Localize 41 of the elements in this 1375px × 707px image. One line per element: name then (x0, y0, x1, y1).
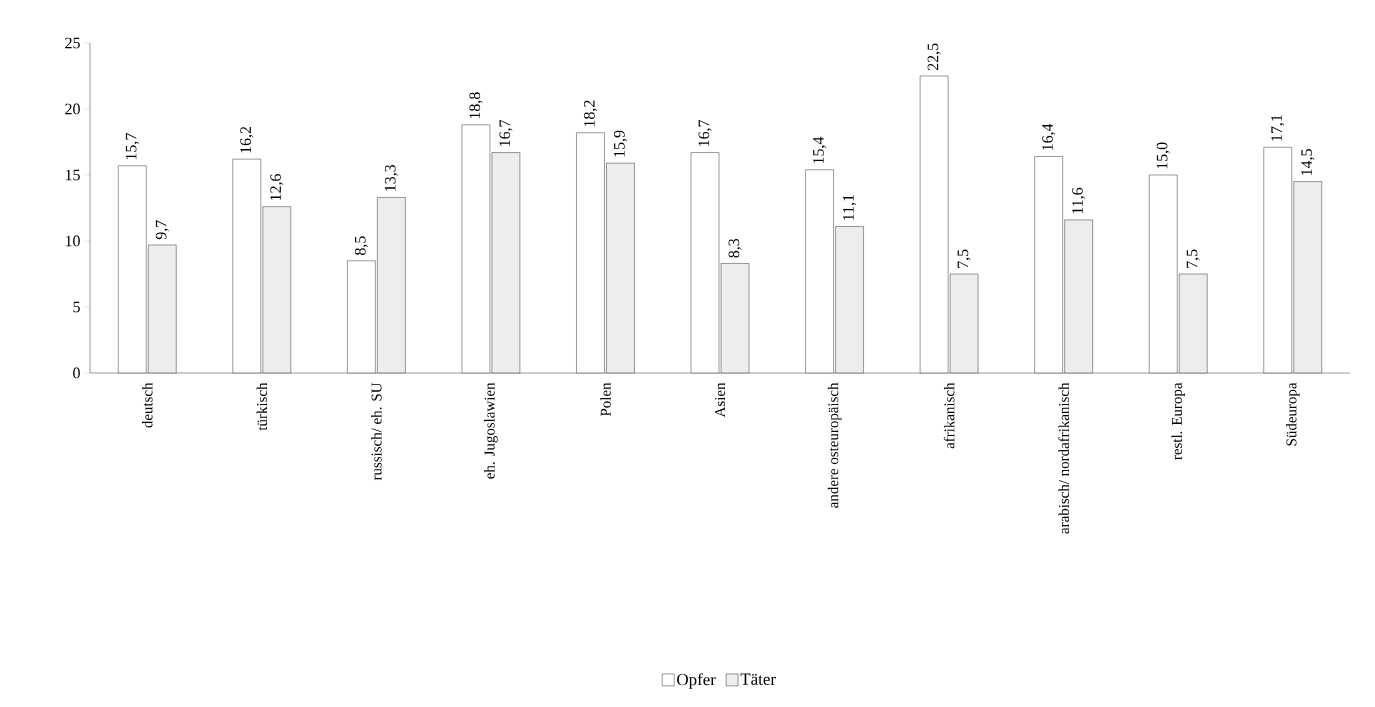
data-label: 18,2 (583, 100, 597, 127)
data-label: 12,6 (270, 174, 284, 201)
y-tick-label: 20 (65, 103, 80, 115)
data-label: 7,5 (957, 249, 971, 268)
data-label: 16,4 (1042, 123, 1056, 150)
data-label: 22,5 (927, 43, 941, 71)
data-label: 14,5 (1301, 149, 1315, 175)
data-label: 15,4 (813, 136, 827, 164)
y-tick-label: 10 (65, 235, 80, 247)
y-tick-label: 0 (73, 367, 80, 379)
x-tick-label: Südeuropa (1286, 382, 1300, 446)
y-tick-label: 15 (65, 169, 80, 181)
y-tick-label: 5 (73, 301, 80, 313)
x-tick-label: andere osteuropäisch (827, 382, 842, 508)
data-label: 15,0 (1156, 142, 1170, 169)
x-tick-label: Polen (600, 382, 611, 417)
data-label: 11,1 (843, 194, 857, 220)
data-label: 16,7 (499, 119, 513, 146)
data-label: 16,7 (698, 119, 712, 146)
x-tick-label: arabisch/ nordafrikanisch (1058, 382, 1069, 534)
data-label: 7,5 (1186, 249, 1200, 268)
legend-label: Täter (740, 673, 776, 685)
x-tick-label: türkisch (256, 382, 268, 431)
x-tick-label: afrikanisch (943, 382, 955, 449)
data-label: 17,1 (1271, 115, 1285, 141)
data-label: 15,9 (613, 130, 627, 157)
x-tick-label: Asien (715, 382, 726, 418)
data-label: 9,7 (155, 220, 169, 240)
x-tick-label: eh. Jugoslawien (484, 382, 498, 479)
data-label: 18,8 (469, 92, 483, 119)
x-tick-label: restl. Europa (1171, 382, 1185, 460)
x-tick-label: russisch/ eh. SU (371, 382, 382, 481)
data-label: 15,7 (125, 133, 139, 160)
data-label: 13,3 (384, 164, 398, 191)
y-tick-label: 25 (65, 37, 80, 49)
x-tick-label: deutsch (142, 382, 153, 428)
data-label: 8,5 (354, 236, 368, 255)
legend-label: Opfer (677, 673, 716, 689)
data-label: 16,2 (240, 126, 254, 153)
data-label: 11,6 (1072, 187, 1086, 214)
data-label: 8,3 (728, 238, 742, 258)
